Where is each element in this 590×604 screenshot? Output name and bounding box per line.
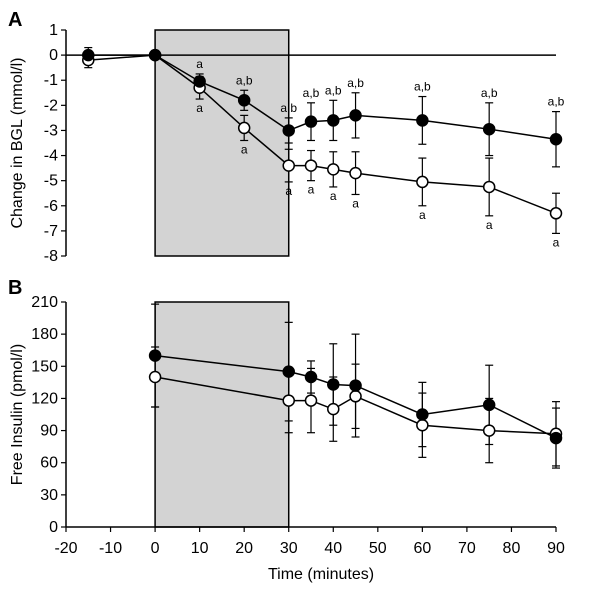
- y-tick-label: 120: [31, 390, 58, 407]
- panel-b-letter: B: [8, 277, 22, 299]
- data-point-filled: [304, 370, 318, 384]
- x-tick-label: -10: [99, 540, 122, 557]
- data-point-open: [304, 394, 318, 407]
- data-point-open: [327, 163, 340, 176]
- data-point-open: [416, 418, 429, 432]
- y-tick-label: -6: [44, 198, 58, 215]
- x-axis-title: Time (minutes): [268, 566, 374, 583]
- x-tick-label: -20: [54, 540, 77, 557]
- shaded-region-b: [154, 301, 290, 528]
- y-tick-label: -1: [44, 72, 58, 89]
- data-point-open: [349, 166, 362, 180]
- data-point-open: [482, 180, 496, 194]
- significance-label: a,b: [481, 86, 498, 100]
- significance-label: a: [308, 183, 315, 197]
- data-point-filled: [282, 124, 295, 137]
- data-point-filled: [82, 48, 95, 62]
- y-tick-label: 30: [40, 487, 58, 504]
- x-tick-label: 70: [458, 540, 476, 557]
- data-point-filled: [304, 115, 318, 128]
- significance-label: a: [196, 57, 203, 71]
- y-axis-title: Free Insulin (pmol/l): [9, 344, 26, 485]
- data-point-open: [482, 424, 496, 437]
- data-point-open: [349, 390, 362, 403]
- y-tick-label: -8: [44, 248, 58, 265]
- y-tick-label: 90: [40, 423, 58, 440]
- significance-label: a: [330, 189, 337, 203]
- data-point-open: [148, 370, 162, 384]
- data-point-open: [304, 159, 318, 172]
- y-tick-label: -7: [44, 223, 58, 240]
- data-point-filled: [282, 365, 295, 378]
- significance-label: a: [241, 142, 248, 156]
- y-tick-label: 1: [49, 22, 58, 39]
- significance-label: a: [196, 101, 203, 115]
- data-point-filled: [148, 349, 162, 362]
- y-tick-label: 0: [49, 47, 58, 64]
- x-tick-label: 0: [151, 540, 160, 557]
- x-tick-label: 20: [235, 540, 253, 557]
- data-point-open: [282, 159, 295, 172]
- significance-label: a,b: [414, 80, 431, 94]
- y-axis-title: Change in BGL (mmol/l): [9, 57, 26, 228]
- significance-label: a: [285, 184, 292, 198]
- data-point-open: [237, 121, 251, 135]
- x-tick-label: 50: [369, 540, 387, 557]
- significance-label: a,b: [347, 76, 364, 90]
- x-tick-label: 40: [324, 540, 342, 557]
- data-point-open: [282, 394, 295, 407]
- data-point-filled: [148, 48, 162, 62]
- significance-label: a,b: [303, 86, 320, 100]
- data-point-filled: [327, 378, 340, 391]
- significance-label: a,b: [236, 73, 253, 87]
- significance-label: a: [486, 218, 493, 232]
- significance-label: a: [352, 196, 359, 210]
- data-point-filled: [416, 408, 429, 421]
- panel-a-letter: A: [8, 9, 22, 31]
- data-point-open: [416, 175, 429, 189]
- shaded-region-a: [154, 29, 290, 257]
- significance-label: a,b: [280, 101, 297, 115]
- data-point-filled: [416, 114, 429, 127]
- data-point-filled: [482, 122, 496, 136]
- y-tick-label: 210: [31, 294, 58, 311]
- data-point-filled: [482, 398, 496, 412]
- significance-label: a: [553, 235, 560, 249]
- x-tick-label: 80: [503, 540, 521, 557]
- y-tick-label: 60: [40, 455, 58, 472]
- data-point-open: [549, 207, 563, 220]
- y-tick-label: -5: [44, 173, 58, 190]
- y-tick-label: -4: [44, 148, 58, 165]
- panel-b-chart: 0 30 60 90 120 150 180 210 -20 -10 0 10 20 30 40 50 60 70…: [9, 294, 565, 583]
- data-point-open: [327, 402, 340, 416]
- y-tick-label: 180: [31, 326, 58, 343]
- data-point-filled: [549, 431, 563, 445]
- data-point-filled: [349, 379, 362, 392]
- y-tick-label: 0: [49, 519, 58, 536]
- data-point-filled: [349, 109, 362, 122]
- panel-a-chart: 1 0 -1 -2 -3 -4 -5 -6 -7 -8 Change in BGL (mmol/l)…: [9, 22, 565, 265]
- x-tick-label: 30: [280, 540, 298, 557]
- x-tick-label: 60: [413, 540, 431, 557]
- significance-label: a,b: [548, 95, 565, 109]
- y-tick-label: 150: [31, 358, 58, 375]
- x-tick-label: 10: [191, 540, 209, 557]
- y-tick-label: -2: [44, 97, 58, 114]
- x-tick-label: 90: [547, 540, 565, 557]
- data-point-filled: [327, 114, 340, 127]
- significance-label: a: [419, 208, 426, 222]
- significance-label: a,b: [325, 83, 342, 97]
- data-point-filled: [193, 75, 206, 88]
- y-tick-label: -3: [44, 122, 58, 139]
- data-point-filled: [549, 132, 563, 146]
- data-point-filled: [237, 94, 251, 107]
